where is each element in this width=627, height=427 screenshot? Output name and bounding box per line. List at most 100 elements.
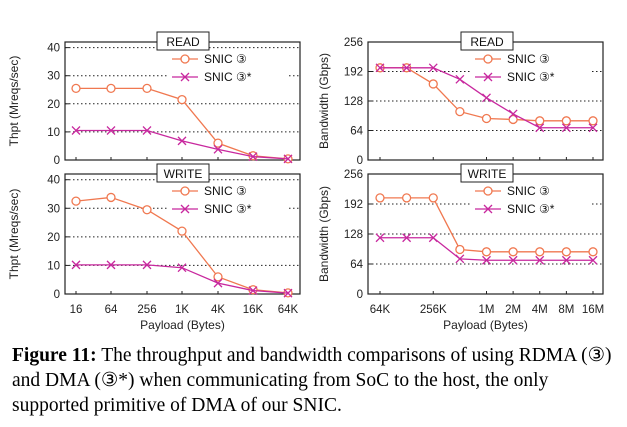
y-tick-label: 30 <box>47 203 60 215</box>
data-point-snic-star <box>508 255 518 265</box>
data-point-snic <box>455 244 465 255</box>
legend-label: SNIC ③ <box>507 184 550 198</box>
y-tick-label: 20 <box>47 232 60 244</box>
caption-text: The throughput and bandwidth comparisons… <box>12 345 612 416</box>
data-point-snic <box>588 247 598 257</box>
figure-11-chart: 0 10 20 30 40 SNIC ③ SNIC ③* READ Thpt (Mreqs/se… <box>7 31 604 332</box>
data-point-snic <box>455 106 465 117</box>
data-point-snic <box>106 83 116 94</box>
y-tick-label: 40 <box>47 175 60 187</box>
data-point-snic-star <box>455 254 465 264</box>
data-point-snic <box>142 205 152 215</box>
data-point-snic-star <box>71 260 81 270</box>
y-tick-label: 0 <box>357 289 363 301</box>
y-tick-label: 30 <box>47 71 60 83</box>
x-tick-label: 4K <box>211 304 225 316</box>
data-point-snic-star <box>177 136 187 146</box>
data-point-snic-star <box>375 233 385 243</box>
data-point-snic-star <box>142 126 152 135</box>
panel-title-box <box>460 31 514 51</box>
y-axis-label: Bandwidth (Gbps) <box>317 186 331 282</box>
x-tick-label: 64K <box>370 304 391 316</box>
legend-background <box>168 68 288 85</box>
legend-marker-circle <box>483 54 493 64</box>
x-tick-label: 1K <box>175 304 189 316</box>
y-axis-label: Thpt (Mreqs/sec) <box>7 56 21 147</box>
data-point-snic <box>106 192 116 203</box>
legend-marker-x <box>483 72 493 82</box>
data-point-snic <box>428 193 438 203</box>
panel-title: READ <box>166 35 200 49</box>
data-point-snic-star <box>535 123 545 133</box>
y-tick-label: 128 <box>344 229 363 241</box>
data-point-snic-star <box>428 63 438 73</box>
y-tick-label: 0 <box>54 289 60 301</box>
data-point-snic <box>561 247 572 257</box>
data-point-snic <box>142 83 152 94</box>
data-point-snic <box>177 226 187 236</box>
x-axis-label: Payload (Bytes) <box>140 318 225 332</box>
data-point-snic <box>428 79 438 89</box>
data-point-snic-star <box>402 63 412 73</box>
panel-title: WRITE <box>468 167 507 181</box>
y-tick-label: 0 <box>357 155 363 167</box>
y-axis-label: Bandwidth (Gbps) <box>317 53 331 149</box>
data-point-snic-star <box>248 286 258 296</box>
x-tick-label: 16M <box>582 304 604 316</box>
y-tick-label: 256 <box>344 169 363 181</box>
data-point-snic-star <box>283 288 293 298</box>
x-tick-label: 16K <box>243 304 264 316</box>
data-point-snic <box>535 247 545 257</box>
legend-marker-circle <box>483 186 493 196</box>
x-tick-label: 4M <box>532 304 548 316</box>
data-point-snic-star <box>71 126 81 135</box>
caption-label: Figure 11: <box>12 345 97 366</box>
legend-label: SNIC ③* <box>204 202 252 216</box>
y-tick-label: 40 <box>47 43 60 55</box>
x-tick-label: 8M <box>558 304 574 316</box>
legend-label: SNIC ③* <box>507 202 555 216</box>
data-point-snic-star <box>248 152 258 162</box>
legend-marker-x <box>483 204 493 214</box>
data-point-snic-star <box>142 260 152 270</box>
figure-caption: Figure 11: The throughput and bandwidth … <box>12 343 612 418</box>
data-point-snic <box>481 247 492 257</box>
legend-background <box>168 182 288 199</box>
y-tick-label: 0 <box>54 155 60 167</box>
legend-background <box>168 200 288 217</box>
data-point-snic-star <box>588 255 598 265</box>
data-point-snic <box>481 113 492 124</box>
x-tick-label: 16 <box>70 304 83 316</box>
y-tick-label: 192 <box>344 199 363 211</box>
y-tick-label: 20 <box>47 99 60 111</box>
panel-title: READ <box>470 35 504 49</box>
y-axis-label: Thpt (Mreqs/sec) <box>7 189 21 280</box>
legend-background <box>471 50 591 67</box>
x-tick-label: 256 <box>137 304 156 316</box>
data-point-snic <box>375 193 385 203</box>
legend-background <box>471 68 591 85</box>
x-tick-label: 2M <box>505 304 521 316</box>
legend-label: SNIC ③ <box>204 184 247 198</box>
y-tick-label: 192 <box>344 67 363 79</box>
y-tick-label: 10 <box>47 127 60 139</box>
panel-title: WRITE <box>164 167 203 181</box>
data-point-snic-star <box>106 260 116 270</box>
data-point-snic-star <box>561 123 571 133</box>
legend-label: SNIC ③* <box>204 70 252 84</box>
data-point-snic <box>177 94 187 105</box>
legend-marker-circle <box>180 54 190 64</box>
y-tick-label: 10 <box>47 260 60 272</box>
panel-title-box <box>156 163 210 183</box>
data-point-snic-star <box>482 93 491 103</box>
data-point-snic-star <box>482 255 491 265</box>
data-point-snic <box>561 116 572 126</box>
x-tick-label: 1M <box>479 304 495 316</box>
panel-title-box <box>460 163 514 183</box>
x-tick-label: 64 <box>105 304 118 316</box>
data-point-snic <box>213 272 223 282</box>
data-point-snic-star <box>561 255 571 265</box>
data-point-snic-star <box>213 278 223 288</box>
y-tick-label: 64 <box>350 126 363 138</box>
data-point-snic-star <box>535 255 545 265</box>
